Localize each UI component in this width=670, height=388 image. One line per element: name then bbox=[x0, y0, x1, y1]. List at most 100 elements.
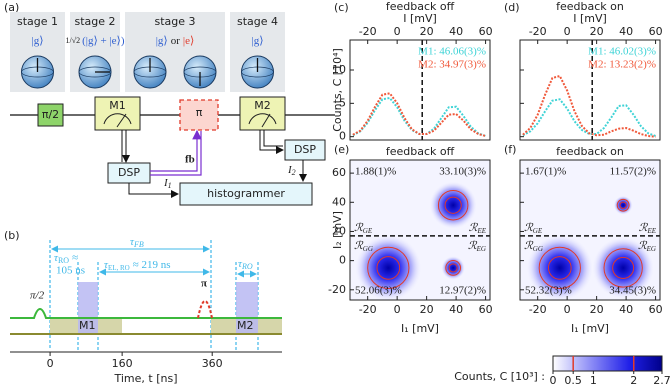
series-line bbox=[352, 96, 486, 137]
x-axis-label: I₁ [mV] bbox=[401, 322, 439, 335]
symbol: ℛ bbox=[354, 239, 364, 251]
state: |g⟩ bbox=[156, 35, 168, 47]
x-tick-label: 20 bbox=[590, 303, 604, 316]
meter-needle bbox=[116, 113, 127, 128]
sphere-equator bbox=[78, 66, 112, 78]
y-axis-label: Counts, C [10⁴] bbox=[331, 48, 344, 132]
density-blob bbox=[526, 234, 593, 300]
measurement-pulse bbox=[236, 282, 258, 334]
symbol: ℛ bbox=[469, 221, 479, 233]
measurement-pulse bbox=[78, 282, 98, 334]
y-tick-label: 0 bbox=[339, 254, 346, 267]
x-axis-label: I [mV] bbox=[403, 12, 437, 25]
subscript: FB bbox=[133, 240, 144, 249]
region-label: ℛGG bbox=[524, 239, 543, 252]
x-tick-label: 60 bbox=[649, 25, 663, 38]
plot-frame bbox=[519, 159, 661, 301]
stage-state: |g⟩ bbox=[252, 35, 264, 47]
measure-label: M1 bbox=[79, 319, 96, 332]
signal-label: I1 bbox=[163, 177, 172, 190]
subscript: EG bbox=[646, 244, 656, 252]
x-tick-label: 60 bbox=[479, 303, 493, 316]
interval-label: τRO ≈ bbox=[54, 252, 78, 265]
pulse-label: π/2 bbox=[42, 108, 59, 121]
plot-body bbox=[350, 160, 490, 300]
region-label: ℛEE bbox=[639, 221, 657, 234]
subscript: EL, RO bbox=[108, 264, 130, 272]
plot-body bbox=[520, 160, 660, 300]
dsp-label: DSP bbox=[294, 143, 316, 156]
panel-label: (d) bbox=[504, 1, 520, 14]
interval-label: τFB bbox=[130, 236, 144, 249]
y-tick-label: 10 bbox=[332, 63, 346, 76]
panel-label: (e) bbox=[334, 143, 349, 156]
density-blob bbox=[592, 237, 654, 299]
measure-label: M1 bbox=[109, 99, 126, 112]
x-axis-label: I₁ [mV] bbox=[571, 322, 609, 335]
subscript: 1 bbox=[168, 181, 172, 190]
drive-line bbox=[10, 308, 282, 319]
region-percent: 12.97(2)% bbox=[439, 285, 486, 297]
region-percent: 33.10(3)% bbox=[439, 166, 486, 178]
contour bbox=[376, 256, 401, 280]
subscript: GE bbox=[533, 226, 543, 234]
legend-entry: M1: 46.06(3)% bbox=[418, 46, 486, 58]
feedback-wire bbox=[150, 131, 202, 176]
region-label: ℛGE bbox=[354, 221, 373, 234]
symbol: ℛ bbox=[524, 221, 534, 233]
panel-label: (a) bbox=[4, 1, 19, 14]
y-axis-label: I₂ [mV] bbox=[331, 211, 344, 249]
x-axis-label: I [mV] bbox=[573, 12, 607, 25]
colorbar-tick-label: 0.5 bbox=[564, 374, 582, 387]
stage-state: |g⟩ or |e⟩ bbox=[156, 35, 195, 47]
panel-title: feedback off bbox=[386, 0, 455, 13]
state-prefix: 1/√2 bbox=[65, 36, 80, 45]
panel-label: (f) bbox=[504, 143, 516, 156]
feedback-pulse bbox=[197, 300, 213, 319]
colorbar-tick-label: 2.7 bbox=[653, 374, 670, 387]
x-tick-label: 60 bbox=[479, 25, 493, 38]
legend-entry: M1: 46.02(3)% bbox=[588, 46, 656, 58]
symbol: τ bbox=[238, 258, 243, 270]
subscript: EG bbox=[476, 244, 486, 252]
contour bbox=[444, 196, 462, 214]
contour bbox=[619, 201, 627, 209]
feedback-label: fb bbox=[185, 154, 195, 166]
panel-label: (c) bbox=[334, 1, 349, 14]
x-tick-label: 0 bbox=[564, 303, 571, 316]
plot-frame bbox=[349, 39, 491, 141]
x-tick-label: 20 bbox=[420, 25, 434, 38]
density-plot: (e) -20 0 20 40 60 I₁ [mV] -20 0 20 40 60 I₂ [mV] fee… bbox=[328, 143, 493, 335]
x-tick-label: -20 bbox=[529, 303, 547, 316]
x-tick-label: -20 bbox=[529, 25, 547, 38]
subscript: EE bbox=[476, 226, 486, 234]
density-blob bbox=[613, 195, 633, 215]
subscript: RO bbox=[241, 262, 253, 271]
x-tick-label: 20 bbox=[590, 25, 604, 38]
x-tick-label: 0 bbox=[394, 25, 401, 38]
x-tick-label: 20 bbox=[420, 303, 434, 316]
panel-title: feedback off bbox=[386, 145, 455, 158]
legend-entry: M2: 13.23(2)% bbox=[588, 59, 656, 71]
subscript: 2 bbox=[292, 168, 296, 177]
wire bbox=[259, 130, 284, 154]
stage-state: |g⟩ bbox=[32, 35, 44, 47]
plot-body bbox=[352, 40, 486, 140]
y-tick-label: 40 bbox=[332, 195, 346, 208]
contour bbox=[612, 256, 635, 279]
region-percent: 52.06(3)% bbox=[355, 285, 402, 297]
pulse-box bbox=[37, 103, 64, 127]
colorbar bbox=[552, 355, 663, 372]
plot-frame bbox=[519, 39, 661, 141]
colorbar-tick-label: 1 bbox=[590, 374, 597, 387]
measure-label: M2 bbox=[237, 319, 254, 332]
wire bbox=[128, 183, 179, 198]
symbol: ℛ bbox=[638, 239, 648, 251]
symbol: ℛ bbox=[354, 221, 364, 233]
legend-entry: M2: 34.97(3)% bbox=[418, 59, 486, 71]
x-tick-label: 60 bbox=[649, 303, 663, 316]
